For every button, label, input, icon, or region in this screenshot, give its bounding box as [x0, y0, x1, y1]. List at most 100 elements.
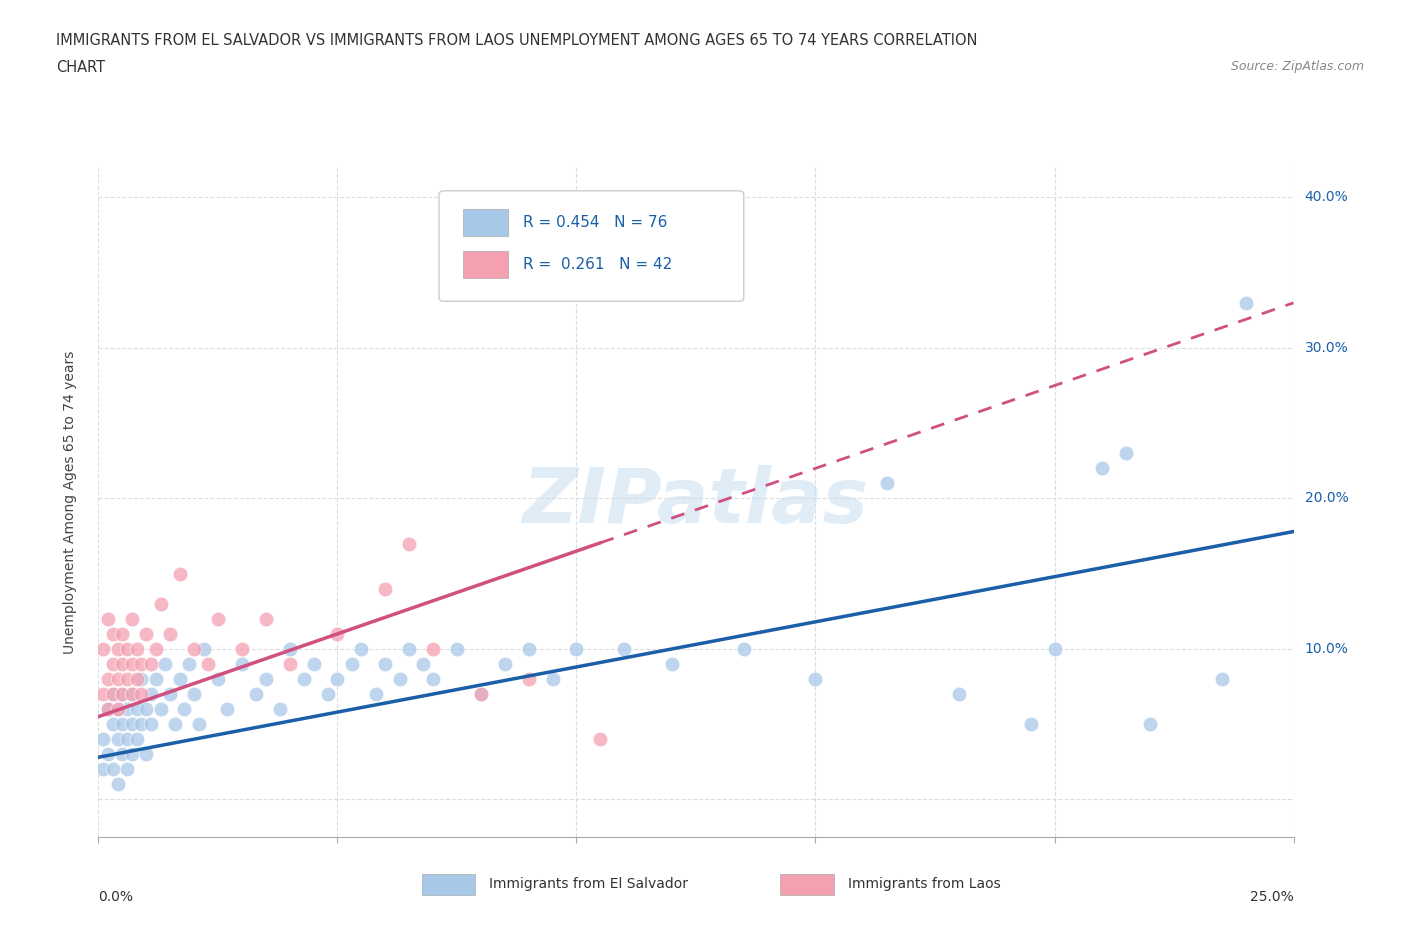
Point [292, 671, 315, 686]
Point [340, 657, 363, 671]
Point [107, 777, 129, 791]
Point [374, 581, 396, 596]
Point [231, 657, 253, 671]
Point [135, 747, 157, 762]
Point [217, 701, 239, 716]
Point [131, 657, 153, 671]
Point [316, 686, 339, 701]
Point [422, 642, 444, 657]
Point [107, 642, 129, 657]
Point [121, 686, 143, 701]
Point [470, 686, 492, 701]
Point [876, 476, 898, 491]
Point [494, 657, 516, 671]
Point [111, 657, 134, 671]
Text: R = 0.454   N = 76: R = 0.454 N = 76 [523, 215, 666, 230]
Bar [780, 874, 834, 895]
Point [1115, 445, 1137, 460]
Point [446, 642, 468, 657]
Text: ZIPatlas: ZIPatlas [523, 465, 869, 539]
Point [245, 686, 267, 701]
Point [159, 627, 181, 642]
Point [101, 627, 124, 642]
Y-axis label: Unemployment Among Ages 65 to 74 years: Unemployment Among Ages 65 to 74 years [63, 351, 77, 654]
Point [231, 642, 253, 657]
Point [173, 701, 195, 716]
Point [101, 762, 124, 777]
Point [422, 671, 444, 686]
Point [97, 671, 120, 686]
Point [135, 701, 157, 716]
Point [179, 657, 201, 671]
Point [121, 611, 143, 626]
Text: R =  0.261   N = 42: R = 0.261 N = 42 [523, 257, 672, 272]
Point [804, 671, 827, 686]
Point [517, 671, 540, 686]
Point [565, 642, 588, 657]
Point [107, 732, 129, 747]
Point [159, 686, 181, 701]
Point [101, 657, 124, 671]
Point [193, 642, 215, 657]
Point [412, 657, 434, 671]
Point [139, 657, 162, 671]
Point [121, 657, 143, 671]
Point [97, 701, 120, 716]
Point [91, 686, 114, 701]
Point [1091, 461, 1114, 476]
Point [169, 671, 191, 686]
Point [125, 671, 148, 686]
Point [121, 686, 143, 701]
Text: 40.0%: 40.0% [1305, 191, 1348, 205]
Point [517, 642, 540, 657]
Point [1043, 642, 1066, 657]
Point [115, 642, 138, 657]
Point [388, 671, 411, 686]
Point [115, 762, 138, 777]
Point [364, 686, 387, 701]
Text: 25.0%: 25.0% [1250, 890, 1294, 904]
Point [1019, 717, 1042, 732]
Point [125, 732, 148, 747]
Point [326, 671, 349, 686]
Text: 30.0%: 30.0% [1305, 341, 1348, 355]
Text: 20.0%: 20.0% [1305, 491, 1348, 505]
Point [101, 717, 124, 732]
Point [149, 596, 172, 611]
Point [111, 686, 134, 701]
Point [115, 671, 138, 686]
Point [254, 671, 277, 686]
Point [1211, 671, 1233, 686]
Point [183, 686, 205, 701]
Point [470, 686, 492, 701]
Point [91, 642, 114, 657]
FancyBboxPatch shape [463, 251, 509, 278]
FancyBboxPatch shape [439, 191, 744, 301]
Point [125, 701, 148, 716]
Point [197, 657, 219, 671]
Point [101, 686, 124, 701]
Point [139, 686, 162, 701]
Point [278, 657, 301, 671]
Point [661, 657, 683, 671]
Point [121, 747, 143, 762]
Point [121, 717, 143, 732]
Point [398, 642, 420, 657]
Point [131, 717, 153, 732]
Point [101, 686, 124, 701]
Point [374, 657, 396, 671]
Point [948, 686, 970, 701]
Point [149, 701, 172, 716]
Point [613, 642, 636, 657]
Point [1234, 296, 1257, 311]
Point [589, 732, 612, 747]
Point [135, 627, 157, 642]
Point [269, 701, 291, 716]
Point [169, 566, 191, 581]
Point [145, 671, 167, 686]
Text: 10.0%: 10.0% [1305, 642, 1348, 656]
Point [183, 642, 205, 657]
Point [97, 611, 120, 626]
Point [145, 642, 167, 657]
Text: Immigrants from El Salvador: Immigrants from El Salvador [489, 877, 689, 892]
